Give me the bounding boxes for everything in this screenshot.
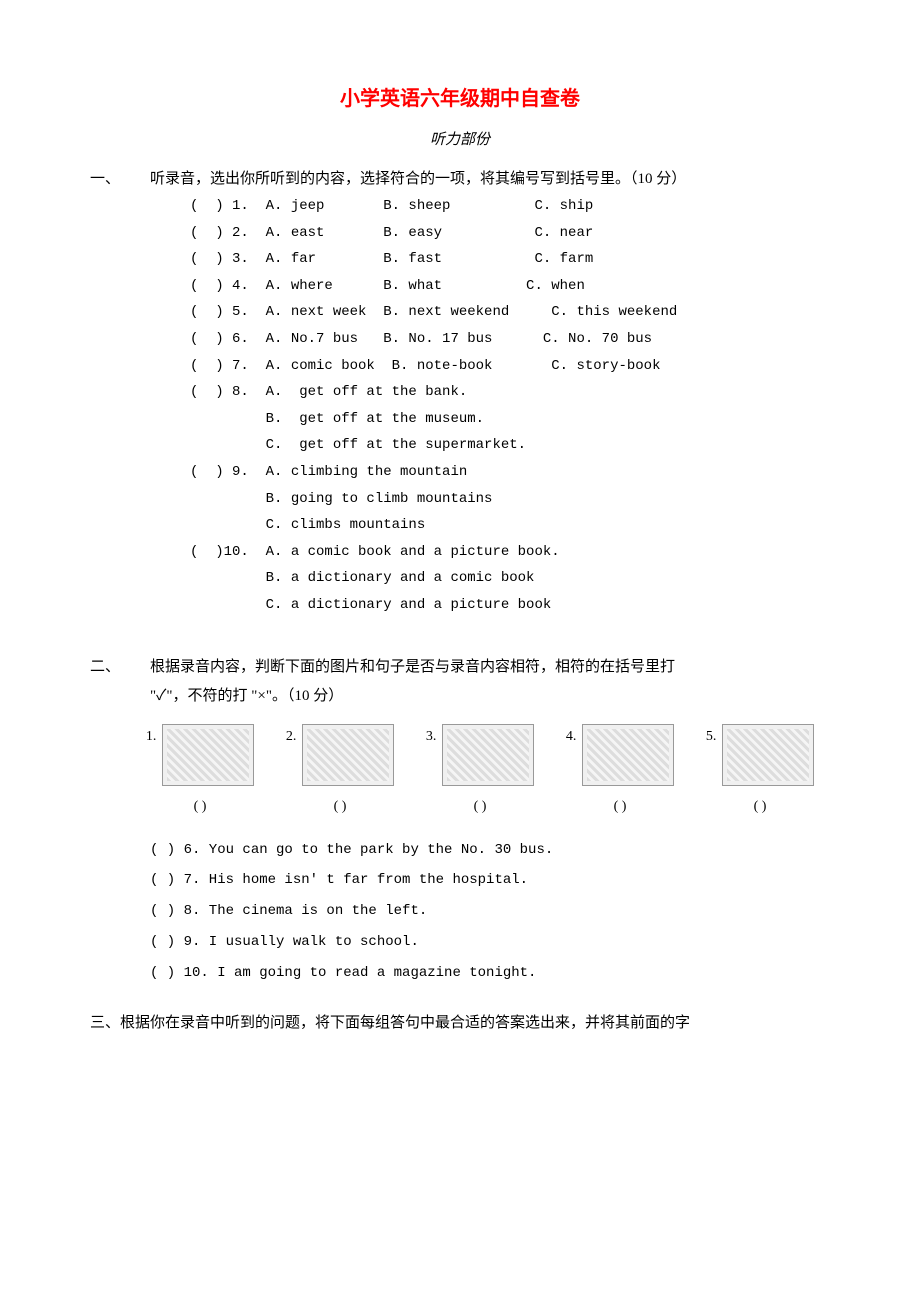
paren-5: ( ): [690, 794, 830, 821]
q9-row-a: ( ) 9. A. climbing the mountain: [190, 459, 830, 486]
paren-2: ( ): [270, 794, 410, 821]
q8-row-b: B. get off at the museum.: [190, 406, 830, 433]
q10-row-a: ( )10. A. a comic book and a picture boo…: [190, 539, 830, 566]
section1-num: 一、: [90, 165, 150, 194]
q3-row: ( ) 3. A. far B. fast C. farm: [190, 246, 830, 273]
section2-num: 二、: [90, 653, 150, 682]
img-placeholder-5: [722, 724, 814, 786]
img-placeholder-1: [162, 724, 254, 786]
section1-desc: 听录音，选出你所听到的内容，选择符合的一项，将其编号写到括号里。（10 分）: [150, 165, 830, 194]
img-placeholder-3: [442, 724, 534, 786]
section2-desc-line1: 根据录音内容，判断下面的图片和句子是否与录音内容相符，相符的在括号里打: [150, 659, 675, 675]
img-num-2: 2.: [286, 724, 297, 751]
q8-row-c: C. get off at the supermarket.: [190, 432, 830, 459]
paren-3: ( ): [410, 794, 550, 821]
q7-row: ( ) 7. A. comic book B. note-book C. sto…: [190, 353, 830, 380]
sec2-item-8: ( ) 8. The cinema is on the left.: [150, 896, 830, 927]
section2-header: 二、 根据录音内容，判断下面的图片和句子是否与录音内容相符，相符的在括号里打 "…: [90, 653, 830, 710]
page-title: 小学英语六年级期中自查卷: [90, 80, 830, 118]
section2-desc-line2: "✓"，不符的打 "×"。（10 分）: [150, 688, 343, 704]
paren-1: ( ): [130, 794, 270, 821]
img-item-2: 2.: [270, 724, 410, 786]
img-item-4: 4.: [550, 724, 690, 786]
sec2-item-7: ( ) 7. His home isn' t far from the hosp…: [150, 865, 830, 896]
q4-row: ( ) 4. A. where B. what C. when: [190, 273, 830, 300]
img-placeholder-4: [582, 724, 674, 786]
q10-row-c: C. a dictionary and a picture book: [190, 592, 830, 619]
q10-row-b: B. a dictionary and a comic book: [190, 565, 830, 592]
section1-header: 一、 听录音，选出你所听到的内容，选择符合的一项，将其编号写到括号里。（10 分…: [90, 165, 830, 194]
img-item-5: 5.: [690, 724, 830, 786]
paren-4: ( ): [550, 794, 690, 821]
img-item-3: 3.: [410, 724, 550, 786]
section2-list: ( ) 6. You can go to the park by the No.…: [150, 835, 830, 989]
img-num-4: 4.: [566, 724, 577, 751]
img-num-1: 1.: [146, 724, 157, 751]
q1-row: ( ) 1. A. jeep B. sheep C. ship: [190, 193, 830, 220]
section2-paren-row: ( ) ( ) ( ) ( ) ( ): [130, 794, 830, 821]
sec2-item-6: ( ) 6. You can go to the park by the No.…: [150, 835, 830, 866]
sec2-item-10: ( ) 10. I am going to read a magazine to…: [150, 958, 830, 989]
section1-questions: ( ) 1. A. jeep B. sheep C. ship ( ) 2. A…: [190, 193, 830, 619]
img-num-5: 5.: [706, 724, 717, 751]
q6-row: ( ) 6. A. No.7 bus B. No. 17 bus C. No. …: [190, 326, 830, 353]
section3: 三、根据你在录音中听到的问题，将下面每组答句中最合适的答案选出来，并将其前面的字: [90, 1009, 830, 1038]
q2-row: ( ) 2. A. east B. easy C. near: [190, 220, 830, 247]
page-subtitle: 听力部份: [90, 126, 830, 155]
q9-row-c: C. climbs mountains: [190, 512, 830, 539]
section2-desc: 根据录音内容，判断下面的图片和句子是否与录音内容相符，相符的在括号里打 "✓"，…: [150, 653, 830, 710]
sec2-item-9: ( ) 9. I usually walk to school.: [150, 927, 830, 958]
img-placeholder-2: [302, 724, 394, 786]
q8-row-a: ( ) 8. A. get off at the bank.: [190, 379, 830, 406]
section2-images-row: 1. 2. 3. 4. 5.: [130, 724, 830, 786]
section3-text: 三、根据你在录音中听到的问题，将下面每组答句中最合适的答案选出来，并将其前面的字: [90, 1015, 690, 1031]
img-item-1: 1.: [130, 724, 270, 786]
q5-row: ( ) 5. A. next week B. next weekend C. t…: [190, 299, 830, 326]
q9-row-b: B. going to climb mountains: [190, 486, 830, 513]
img-num-3: 3.: [426, 724, 437, 751]
